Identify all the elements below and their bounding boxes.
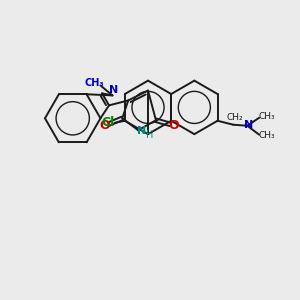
Text: N: N <box>137 126 147 136</box>
Text: CH₃: CH₃ <box>259 112 275 121</box>
Text: N: N <box>244 120 253 130</box>
Text: O: O <box>169 119 179 132</box>
Text: CH₃: CH₃ <box>85 77 104 88</box>
Text: CH₂: CH₂ <box>226 113 243 122</box>
Text: Cl: Cl <box>101 116 115 129</box>
Text: O: O <box>99 119 110 132</box>
Text: N: N <box>109 85 118 95</box>
Text: CH₃: CH₃ <box>259 131 275 140</box>
Text: H: H <box>146 130 154 140</box>
